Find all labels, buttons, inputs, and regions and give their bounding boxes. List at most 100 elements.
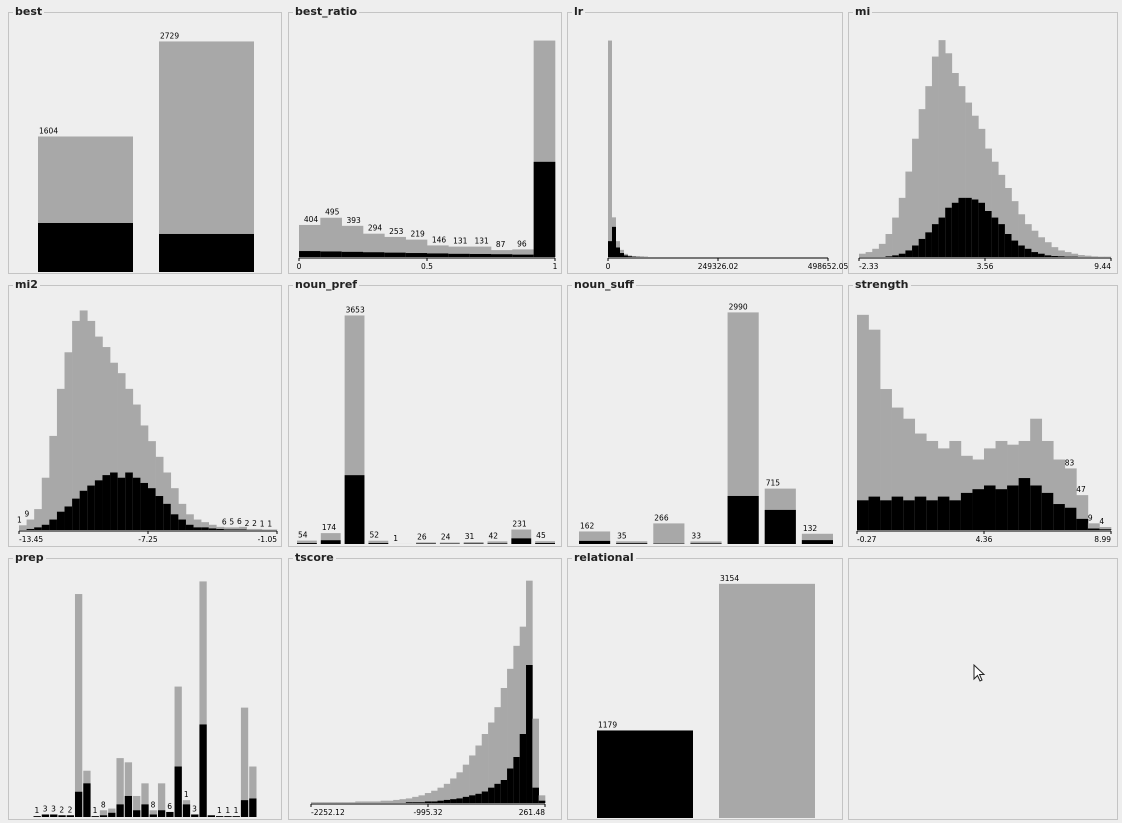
chart-noun-pref: 54 174 3653 52 1 26 24 31 42 231 45 [297, 305, 555, 544]
data-label: 3 [192, 804, 197, 813]
bar-black [344, 475, 365, 544]
bar [178, 503, 187, 530]
bar-black [538, 800, 546, 803]
bar-black [405, 253, 428, 257]
bar-black [110, 472, 118, 530]
bar-black [462, 796, 470, 803]
bar [336, 802, 343, 803]
data-label: 8 [151, 800, 156, 809]
bar [199, 581, 207, 817]
chart-prep: 1 3 3 2 2 18 8 613 1 1 1 [33, 581, 257, 817]
data-label: 1 [184, 790, 189, 799]
data-label: 6 [222, 517, 227, 526]
x-tick-label: 498652.05 [808, 262, 849, 271]
bar [937, 448, 950, 530]
data-label: 9 [25, 510, 30, 519]
bar [880, 389, 892, 530]
bar [1051, 247, 1059, 257]
bar-black [995, 489, 1008, 530]
bar [94, 336, 103, 530]
x-tick-label: 8.99 [1094, 535, 1111, 544]
bar [149, 810, 157, 817]
bar-black [880, 500, 892, 530]
bar-black [1064, 507, 1077, 530]
bar [223, 527, 232, 530]
bar-black [926, 500, 939, 530]
bar-black [690, 543, 722, 544]
data-label: 2 [245, 519, 250, 528]
bar-black [1051, 256, 1059, 257]
chart-tscore: -2252.12 -995.32 261.48 [310, 580, 546, 817]
bar [1087, 523, 1100, 530]
bar [991, 161, 999, 257]
bar-black [443, 799, 451, 803]
bar [519, 626, 527, 803]
bar-black [971, 199, 979, 257]
bar [1004, 188, 1012, 257]
bar [512, 249, 534, 257]
bar [462, 764, 470, 803]
bar-black [240, 800, 249, 817]
data-label: 6 [167, 802, 172, 811]
bar [361, 801, 369, 803]
bar [367, 801, 375, 803]
bar-black [579, 540, 611, 544]
bar-black [727, 495, 759, 544]
bar-black [38, 223, 133, 272]
bar [971, 115, 979, 257]
bar-black [418, 802, 426, 803]
bar [342, 802, 350, 803]
data-label: 1 [17, 515, 22, 524]
bar-black [488, 787, 495, 803]
data-label: 2 [59, 805, 64, 814]
bar-black [1011, 240, 1019, 257]
bar [535, 541, 555, 544]
data-label: 132 [803, 524, 818, 533]
data-label: 1 [267, 519, 272, 528]
chart-best-ratio: 404 495 393 294 253 219 146 131 131 87 96 0 0.5 1 [297, 40, 558, 271]
bar-black [182, 804, 191, 817]
bar-black [58, 815, 66, 817]
bar [297, 540, 317, 544]
bar [891, 407, 904, 530]
bar [117, 373, 126, 530]
data-label: 131 [474, 237, 489, 246]
bar [193, 519, 202, 530]
x-tick-label: -1.05 [258, 535, 278, 544]
bar-black [533, 161, 556, 257]
x-tick-label: -0.27 [857, 535, 877, 544]
bar-black [511, 538, 532, 544]
bar-black [985, 211, 992, 257]
bar-black [965, 197, 973, 257]
panel-lr: lr 0 249326.02 498652.05 [567, 5, 849, 274]
data-label: 47 [1076, 485, 1086, 494]
bar-black [892, 255, 900, 257]
bar [868, 329, 881, 530]
bar-black [50, 814, 58, 817]
panel-noun-pref: noun_pref 54 174 3653 52 1 26 24 31 42 231 45 [288, 278, 562, 547]
bar [579, 531, 611, 544]
bar-black [512, 254, 534, 257]
bar [26, 519, 35, 530]
bar-black [157, 810, 166, 817]
data-label: 715 [766, 479, 781, 488]
bar-black [764, 509, 796, 544]
data-label: 42 [489, 531, 499, 540]
bar [608, 40, 612, 257]
bar-black [1024, 248, 1032, 257]
bar [19, 525, 27, 530]
bar-black [918, 238, 926, 257]
bar [914, 433, 927, 530]
chart-title-lr: lr [572, 5, 586, 18]
bar [463, 542, 484, 544]
bar-black [87, 485, 96, 530]
data-label: 253 [389, 227, 404, 236]
bar [141, 783, 149, 817]
data-label: 6 [237, 517, 242, 526]
data-label: 96 [517, 239, 527, 248]
bar [163, 472, 172, 530]
bar-black [448, 253, 470, 257]
bar [239, 526, 247, 530]
bar [170, 488, 179, 530]
panel-best-ratio: best_ratio 404 495 393 294 253 219 146 131 131 87… [288, 5, 562, 274]
